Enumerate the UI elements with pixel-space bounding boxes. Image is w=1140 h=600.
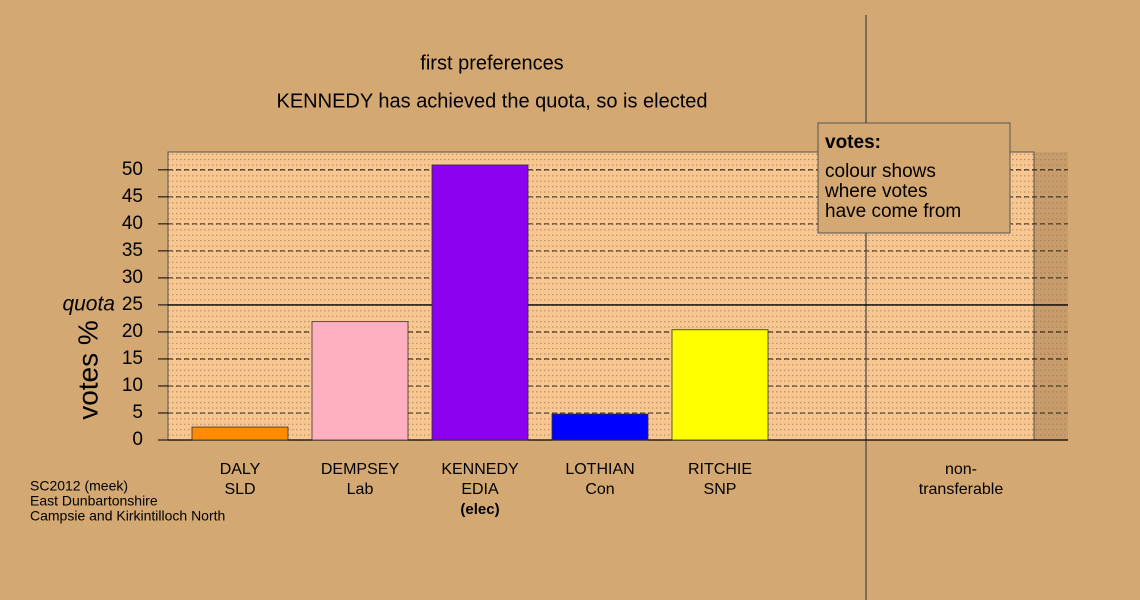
x-tick-sublabel: Lab [347,481,374,498]
x-tick-sublabel: EDIA [461,481,499,498]
chart-title: first preferences [420,52,563,74]
y-tick-label: 40 [122,213,143,234]
legend-text: colour shows [825,161,936,182]
x-tick-label: LOTHIAN [565,461,634,478]
x-tick-sublabel: SLD [224,481,255,498]
y-tick-label: 45 [122,186,143,207]
plot-edge-dots [1034,152,1068,440]
x-tick-label: KENNEDY [441,461,519,478]
legend-box [817,122,1011,234]
x-tick-note: (elec) [460,501,499,518]
y-tick-label: 5 [132,402,143,423]
x-tick-sublabel: transferable [919,481,1004,498]
footer-text: Campsie and Kirkintilloch North [30,508,225,524]
bar [551,413,649,441]
y-tick-label: 30 [122,267,143,288]
y-tick-label: 0 [132,429,143,450]
x-tick-label: DEMPSEY [321,461,400,478]
quota-label: quota [62,292,115,315]
y-tick-label: 35 [122,240,143,261]
legend-text: have come from [825,201,961,222]
bar [671,329,769,441]
x-tick-label: RITCHIE [688,461,752,478]
legend-text: where votes [824,181,927,202]
x-tick-sublabel: SNP [704,481,737,498]
y-axis-label: votes % [72,320,103,420]
bar [191,426,289,441]
footer-text: East Dunbartonshire [30,493,158,509]
y-tick-label: 20 [122,321,143,342]
x-tick-sublabel: Con [585,481,614,498]
y-tick-label: 50 [122,159,143,180]
bar [431,164,529,441]
y-tick-label: 25 [122,294,143,315]
legend-title: votes: [825,132,881,153]
x-tick-label: DALY [220,461,261,478]
y-tick-label: 10 [122,375,143,396]
x-tick-label: non- [945,461,977,478]
chart-subtitle: KENNEDY has achieved the quota, so is el… [277,90,708,112]
y-tick-label: 15 [122,348,143,369]
bar [311,321,409,441]
footer-text: SC2012 (meek) [30,478,128,494]
